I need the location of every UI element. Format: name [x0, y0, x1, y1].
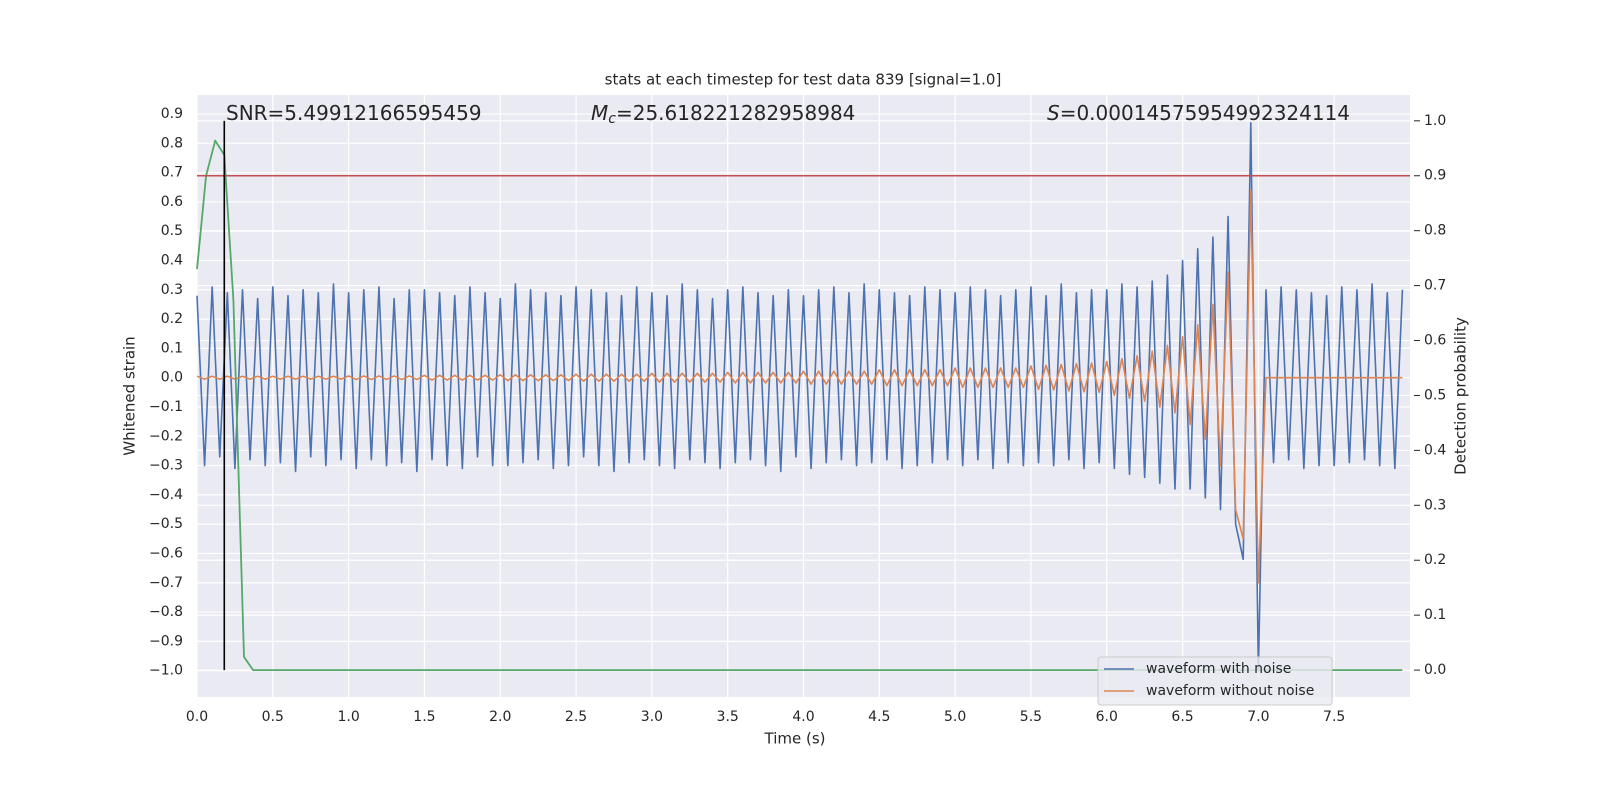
- y-tick-label: 0.7: [161, 165, 183, 181]
- x-tick-label: 3.5: [717, 709, 739, 725]
- x-tick-label: 5.5: [1020, 709, 1042, 725]
- y-tick-label: 0.5: [161, 223, 183, 239]
- y-tick-label: −0.2: [149, 428, 183, 444]
- x-tick-label: 5.0: [944, 709, 966, 725]
- y-tick-label: −0.3: [149, 458, 183, 474]
- legend-label: waveform without noise: [1146, 683, 1314, 699]
- annotation: SNR=5.49912166595459: [226, 101, 482, 125]
- legend: waveform with noise waveform without nois…: [1097, 656, 1333, 706]
- x-tick-label: 4.0: [792, 709, 814, 725]
- x-tick-label: 2.5: [565, 709, 587, 725]
- y-tick-label: 0.4: [161, 253, 183, 269]
- probability-line: [196, 139, 1403, 671]
- x-tick-label: 0.0: [186, 709, 208, 725]
- x-tick-label: 6.5: [1171, 709, 1193, 725]
- annotation: Mc=25.618221282958984: [591, 101, 855, 128]
- y-tick-label: −0.6: [149, 545, 183, 561]
- x-axis-label: Time (s): [764, 730, 826, 748]
- y2-tick-label: 0.6: [1424, 333, 1446, 349]
- annotation-symbol: S: [1047, 101, 1060, 125]
- x-tick-label: 2.0: [489, 709, 511, 725]
- annotation-text: =0.00014575954992324114: [1060, 101, 1350, 125]
- annotation-text: =25.618221282958984: [616, 101, 855, 125]
- y2-tick-label: 0.9: [1424, 168, 1446, 184]
- y-tick-label: −0.8: [149, 604, 183, 620]
- y2-tick-label: 0.8: [1424, 223, 1446, 239]
- y-tick-label: −0.9: [149, 633, 183, 649]
- annotation-symbol: M: [591, 101, 608, 125]
- y-tick-label: −1.0: [149, 663, 183, 679]
- annotation-subscript: c: [608, 111, 616, 127]
- y-tick-label: −0.5: [149, 516, 183, 532]
- x-tick-label: 7.5: [1323, 709, 1345, 725]
- y-tick-label: 0.8: [161, 135, 183, 151]
- y-tick-label: 0.2: [161, 311, 183, 327]
- y2-tick-label: 0.7: [1424, 278, 1446, 294]
- legend-label: waveform with noise: [1146, 661, 1291, 677]
- y2-tick-label: 0.2: [1424, 552, 1446, 568]
- y2-tick-label: 0.0: [1424, 662, 1446, 678]
- y2-tick-label: 0.4: [1424, 442, 1446, 458]
- x-tick-label: 0.5: [262, 709, 284, 725]
- y2-tick-label: 0.3: [1424, 497, 1446, 513]
- y-tick-label: 0.0: [161, 370, 183, 386]
- series-line: [196, 189, 1403, 584]
- x-tick-label: 1.5: [413, 709, 435, 725]
- x-tick-label: 1.0: [337, 709, 359, 725]
- y-axis-label: Whitened strain: [121, 336, 139, 455]
- y-tick-label: −0.4: [149, 487, 183, 503]
- legend-box: [1097, 656, 1333, 706]
- y-tick-label: 0.1: [161, 340, 183, 356]
- y-tick-label: −0.7: [149, 575, 183, 591]
- y2-tick-label: 0.1: [1424, 607, 1446, 623]
- chart-title: stats at each timestep for test data 839…: [605, 71, 1002, 89]
- annotation-text: SNR=5.49912166595459: [226, 101, 482, 125]
- y-tick-label: −0.1: [149, 399, 183, 415]
- y-tick-label: 0.3: [161, 282, 183, 298]
- y-tick-label: 0.9: [161, 106, 183, 122]
- y-tick-label: 0.6: [161, 194, 183, 210]
- y2-tick-label: 0.5: [1424, 387, 1446, 403]
- annotation: S=0.00014575954992324114: [1047, 101, 1350, 125]
- marks: [196, 120, 1410, 672]
- x-tick-label: 7.0: [1247, 709, 1269, 725]
- x-tick-label: 6.0: [1096, 709, 1118, 725]
- overlay: SNR=5.49912166595459 Mc=25.61822128295898…: [226, 101, 1350, 706]
- x-tick-label: 4.5: [868, 709, 890, 725]
- x-tick-label: 3.0: [641, 709, 663, 725]
- y2-axis-label: Detection probability: [1452, 317, 1470, 475]
- y2-tick-label: 1.0: [1424, 113, 1446, 129]
